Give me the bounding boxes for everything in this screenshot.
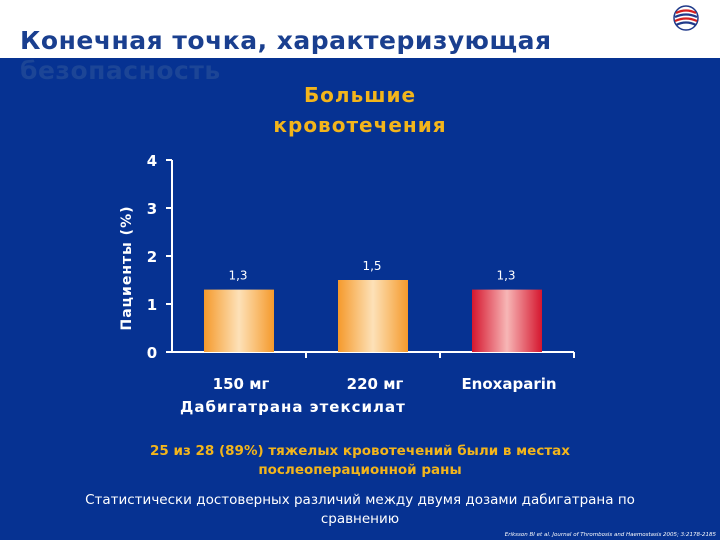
dose-comparison-note: Статистически достоверных различий между… xyxy=(85,492,635,527)
bar-value-label: 1,3 xyxy=(496,269,515,283)
bar-3 xyxy=(472,289,542,352)
y-axis-label: Пациенты (%) xyxy=(119,206,135,331)
chart-title-line-2: кровотечения xyxy=(273,113,447,137)
bar-value-label: 1,5 xyxy=(362,259,381,273)
header xyxy=(0,0,720,58)
bar-1 xyxy=(204,289,274,352)
chart-title-line-1: Большие xyxy=(303,83,417,107)
x-axis-group-label: Дабигатрана этексилат xyxy=(180,398,406,416)
bar-2 xyxy=(338,280,408,352)
slide-title-line-1: Конечная точка, характеризующая xyxy=(20,26,552,55)
y-tick-label: 2 xyxy=(147,248,157,266)
x-category-label: Enoxaparin xyxy=(461,375,556,393)
x-category-label: 220 мг xyxy=(347,375,404,393)
x-category-label: 150 мг xyxy=(213,375,270,393)
bar-value-label: 1,3 xyxy=(228,269,247,283)
y-tick-label: 3 xyxy=(147,200,157,218)
y-tick-label: 0 xyxy=(147,344,157,362)
reference-citation: Eriksson BI et al. Journal of Thrombosis… xyxy=(504,532,716,538)
bleeding-site-note: 25 из 28 (89%) тяжелых кровотечений были… xyxy=(150,443,570,478)
y-tick-label: 4 xyxy=(147,152,157,170)
slide-title-line-2: безопасность xyxy=(20,56,221,85)
company-logo xyxy=(664,4,708,56)
y-tick-label: 1 xyxy=(147,296,157,314)
chart-title: Большие кровотечения xyxy=(220,80,500,140)
